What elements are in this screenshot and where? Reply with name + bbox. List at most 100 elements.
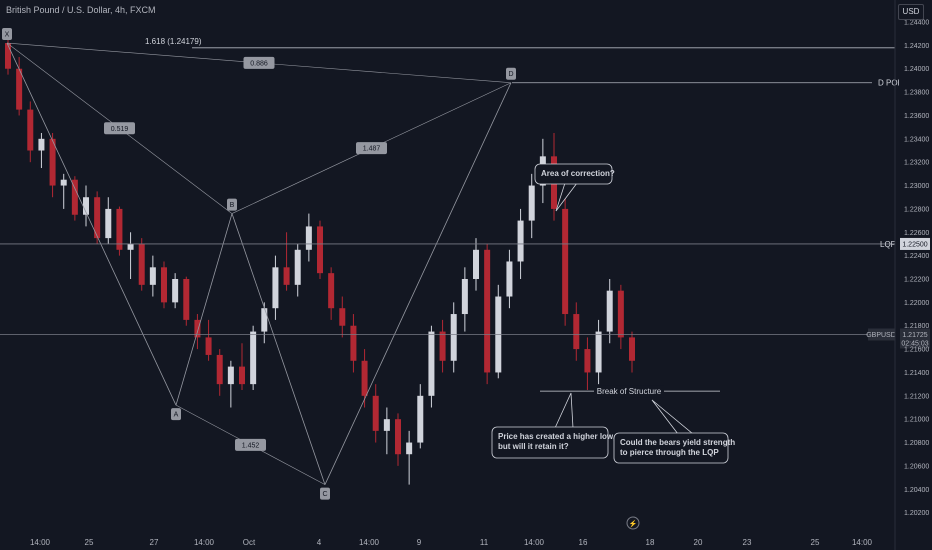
candle-body: [383, 419, 390, 431]
candle-body: [83, 197, 89, 215]
candle-body: [16, 68, 23, 110]
bos-label: Break of Structure: [597, 387, 662, 396]
pattern-leg: [175, 213, 233, 406]
callout-higher-low-box: [491, 426, 609, 459]
candle-body: [528, 185, 535, 221]
x-tick-label: 20: [694, 538, 703, 547]
y-tick-label: 1.21400: [904, 370, 929, 377]
candle-body: [317, 226, 323, 274]
candle-body: [105, 208, 112, 239]
y-tick-label: 1.23400: [904, 136, 929, 143]
candle-body: [473, 249, 479, 279]
point-d-label: D: [508, 71, 513, 78]
countdown-tag: 02:45:03: [901, 340, 928, 347]
lqp-price-tag: 1.22500: [902, 241, 927, 248]
x-tick-label: Oct: [243, 538, 256, 547]
candle-body: [38, 138, 45, 151]
callout-correction: Area of correction?: [534, 163, 615, 212]
callout-higher-low-text: Price has created a higher low,: [498, 432, 615, 441]
candle-body: [227, 366, 234, 385]
x-tick-label: 25: [811, 538, 820, 547]
lightning-icon[interactable]: [626, 516, 640, 530]
candle-body: [138, 243, 145, 285]
point-b-bg: [227, 198, 237, 211]
y-tick-label: 1.23600: [904, 113, 929, 120]
x-tick-label: 11: [480, 538, 489, 547]
y-tick-label: 1.21600: [904, 347, 929, 354]
candle-body: [395, 419, 401, 455]
ratio-label-2-bg: [356, 142, 387, 155]
x-tick-label: 23: [743, 538, 752, 547]
candle-body: [328, 273, 335, 309]
callout-higher-low: Price has created a higher low,but will …: [491, 392, 615, 459]
candle-body: [283, 267, 290, 285]
ratio-label-3-bg: [235, 438, 266, 451]
callout-bears-tail: [651, 399, 695, 435]
ratio-label-1-bg: [104, 122, 135, 135]
candle-body: [372, 395, 379, 431]
candle-body: [450, 314, 457, 361]
candle-body: [595, 331, 602, 373]
x-tick-label: 14:00: [30, 538, 51, 547]
d-poi-label: D POI: [878, 79, 900, 88]
candle-body: [461, 279, 468, 315]
y-tick-label: 1.23200: [904, 160, 929, 167]
y-tick-label: 1.22000: [904, 300, 929, 307]
candle-body: [172, 279, 179, 303]
callout-correction-tail: [555, 182, 578, 212]
lqp-price-tag-bg: [900, 237, 930, 250]
ratio-label-0: 0.886: [250, 60, 268, 67]
lqp-label: LQP: [880, 240, 896, 249]
point-a-bg: [171, 408, 181, 421]
candle-body: [484, 249, 491, 373]
candle-body: [5, 43, 11, 69]
candle-body: [261, 308, 268, 332]
y-tick-label: 1.20600: [904, 463, 929, 470]
point-a-label: A: [174, 412, 179, 419]
candle-body: [250, 331, 257, 385]
candle-body: [161, 267, 167, 303]
x-tick-label: 18: [646, 538, 655, 547]
point-c-label: C: [322, 491, 327, 498]
pattern-leg: [6, 42, 177, 406]
y-tick-label: 1.22400: [904, 253, 929, 260]
candle-body: [305, 226, 312, 250]
currency-button[interactable]: USD: [898, 4, 924, 20]
pattern-leg: [231, 213, 326, 485]
x-tick-label: 14:00: [194, 538, 215, 547]
candle-body: [149, 267, 156, 285]
price-tag-bg: [900, 328, 930, 349]
point-x-label: X: [5, 32, 10, 39]
candle-body: [617, 290, 624, 338]
candle-body: [562, 208, 569, 315]
ratio-label-2: 1.487: [363, 146, 381, 153]
candle-body: [506, 261, 513, 297]
ratio-label-3: 1.452: [242, 442, 260, 449]
candle-body: [294, 249, 301, 285]
candle-body: [116, 208, 123, 250]
callout-higher-low-text: but will it retain it?: [498, 442, 569, 451]
candle-body: [71, 179, 78, 215]
y-tick-label: 1.23800: [904, 90, 929, 97]
lightning-glyph: ⚡: [629, 519, 638, 528]
price-tag: 1.21725: [902, 332, 927, 339]
candle-body: [406, 442, 413, 455]
candle-body: [517, 220, 524, 262]
x-tick-label: 25: [85, 538, 94, 547]
pattern-leg: [324, 82, 512, 485]
candle-body: [183, 279, 190, 320]
x-tick-label: 27: [150, 538, 159, 547]
x-tick-label: 14:00: [524, 538, 545, 547]
ratio-label-1: 0.519: [111, 126, 129, 133]
y-tick-label: 1.24400: [904, 20, 929, 27]
candle-body: [94, 197, 101, 239]
callout-bears-text: Could the bears yield strength: [620, 438, 735, 447]
fib-level-label: 1.618 (1.24179): [145, 37, 202, 46]
symbol-tag-bg: [868, 328, 895, 341]
candle-body: [216, 354, 223, 385]
candle-body: [49, 138, 56, 186]
callout-higher-low-tail: [554, 392, 574, 429]
candle-body: [350, 325, 357, 361]
y-tick-label: 1.21000: [904, 417, 929, 424]
